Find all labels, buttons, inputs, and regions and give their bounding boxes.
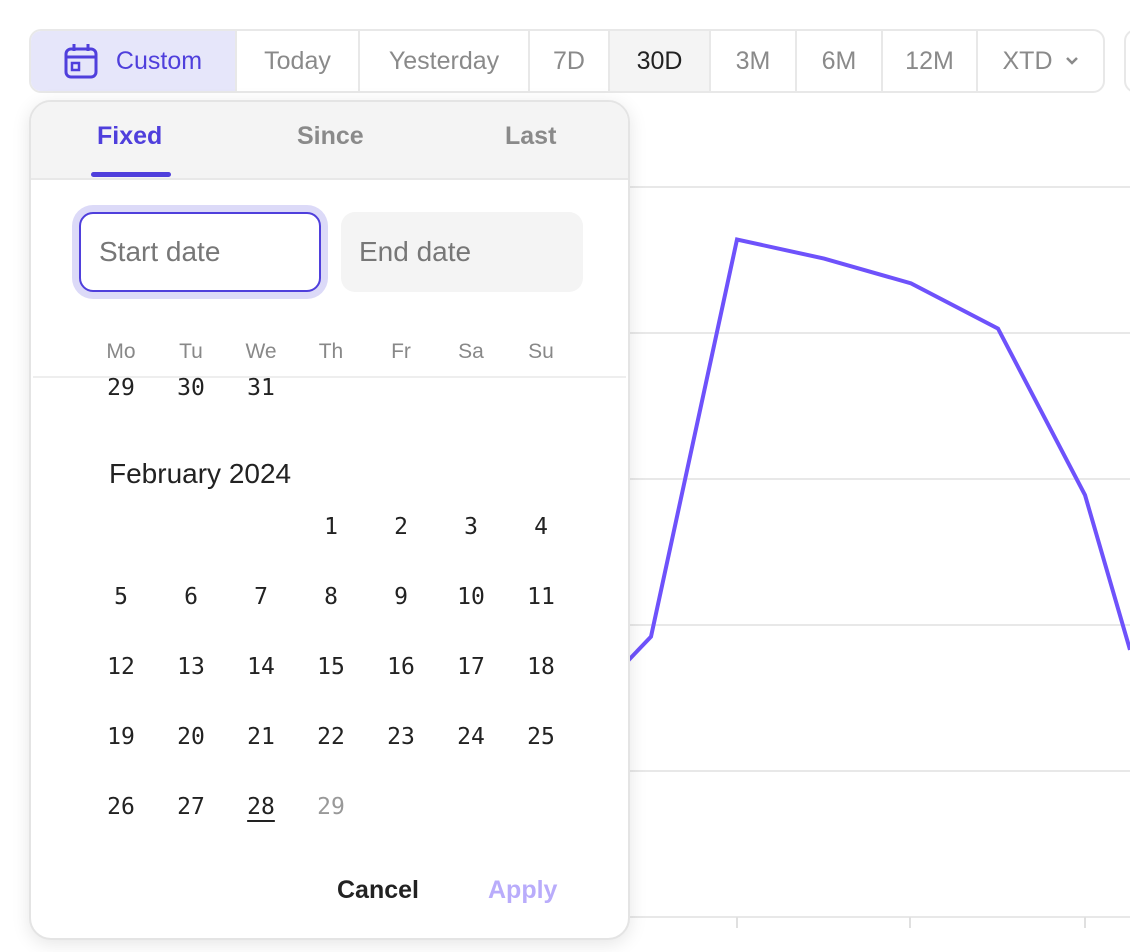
calendar-day[interactable]: 19 (107, 724, 135, 750)
calendar-day[interactable]: 29 (107, 375, 135, 401)
calendar-day[interactable]: 20 (177, 724, 205, 750)
calendar-day[interactable]: 4 (534, 514, 548, 540)
chevron-down-icon (1065, 57, 1078, 65)
range-today-button[interactable]: Today (237, 31, 360, 91)
range-custom-button[interactable]: Custom (31, 31, 237, 91)
calendar-day[interactable]: 28 (247, 794, 275, 820)
calendar-day[interactable]: 12 (107, 654, 135, 680)
cancel-button[interactable]: Cancel (337, 876, 419, 904)
calendar-day[interactable]: 1 (324, 514, 338, 540)
series-line (598, 237, 1130, 692)
calendar-icon (64, 44, 98, 79)
calendar-day[interactable]: 9 (394, 584, 408, 610)
calendar-day[interactable]: 24 (457, 724, 485, 750)
range-30d-button[interactable]: 30D (610, 31, 711, 91)
range-3m-button[interactable]: 3M (711, 31, 797, 91)
mode-tabs: Fixed Since Last (31, 102, 628, 180)
calendar-day[interactable]: 15 (317, 654, 345, 680)
calendar-day[interactable]: 23 (387, 724, 415, 750)
range-label: XTD (1002, 46, 1053, 75)
calendar-day[interactable]: 3 (464, 514, 478, 540)
calendar-day[interactable]: 16 (387, 654, 415, 680)
calendar-day[interactable]: 11 (527, 584, 555, 610)
calendar-day[interactable]: 22 (317, 724, 345, 750)
calendar-day[interactable]: 18 (527, 654, 555, 680)
weekday-header: Fr (391, 340, 411, 363)
weekday-header: Sa (458, 340, 484, 363)
calendar-day[interactable]: 8 (324, 584, 338, 610)
range-xtd-dropdown[interactable]: XTD (978, 31, 1103, 91)
weekday-header: We (245, 340, 277, 363)
weekday-header: Su (528, 340, 554, 363)
tab-fixed[interactable]: Fixed (97, 122, 163, 150)
active-tab-indicator (91, 172, 171, 177)
date-picker-popover: Fixed Since Last Start date End date Mo T… (29, 100, 630, 940)
calendar-day[interactable]: 31 (247, 375, 275, 401)
weekday-header: Th (318, 340, 344, 363)
calendar-day[interactable]: 13 (177, 654, 205, 680)
tab-last[interactable]: Last (505, 122, 557, 150)
calendar-day[interactable]: 2 (394, 514, 408, 540)
weekday-header: Mo (106, 340, 136, 363)
calendar-day[interactable]: 27 (177, 794, 205, 820)
range-6m-button[interactable]: 6M (797, 31, 883, 91)
end-date-input[interactable]: End date (341, 212, 583, 292)
calendar-day[interactable]: 10 (457, 584, 485, 610)
weekday-header: Tu (179, 340, 203, 363)
calendar-day[interactable]: 17 (457, 654, 485, 680)
calendar-day[interactable]: 30 (177, 375, 205, 401)
range-12m-button[interactable]: 12M (883, 31, 978, 91)
tab-since[interactable]: Since (297, 122, 364, 150)
calendar-day[interactable]: 14 (247, 654, 275, 680)
calendar-day[interactable]: 5 (114, 584, 128, 610)
calendar-day[interactable]: 25 (527, 724, 555, 750)
secondary-button[interactable] (1124, 29, 1130, 93)
start-date-input[interactable]: Start date (79, 212, 321, 292)
calendar-day[interactable]: 21 (247, 724, 275, 750)
range-label: Custom (115, 46, 203, 75)
apply-button[interactable]: Apply (488, 876, 558, 904)
divider (33, 376, 626, 378)
calendar-day[interactable]: 29 (317, 794, 345, 820)
date-range-bar: Custom Today Yesterday 7D 30D 3M 6M 12M … (29, 29, 1105, 93)
range-7d-button[interactable]: 7D (530, 31, 610, 91)
range-yesterday-button[interactable]: Yesterday (360, 31, 530, 91)
calendar-day[interactable]: 7 (254, 584, 268, 610)
calendar-day[interactable]: 26 (107, 794, 135, 820)
month-title: February 2024 (109, 458, 292, 489)
calendar-day[interactable]: 6 (184, 584, 198, 610)
